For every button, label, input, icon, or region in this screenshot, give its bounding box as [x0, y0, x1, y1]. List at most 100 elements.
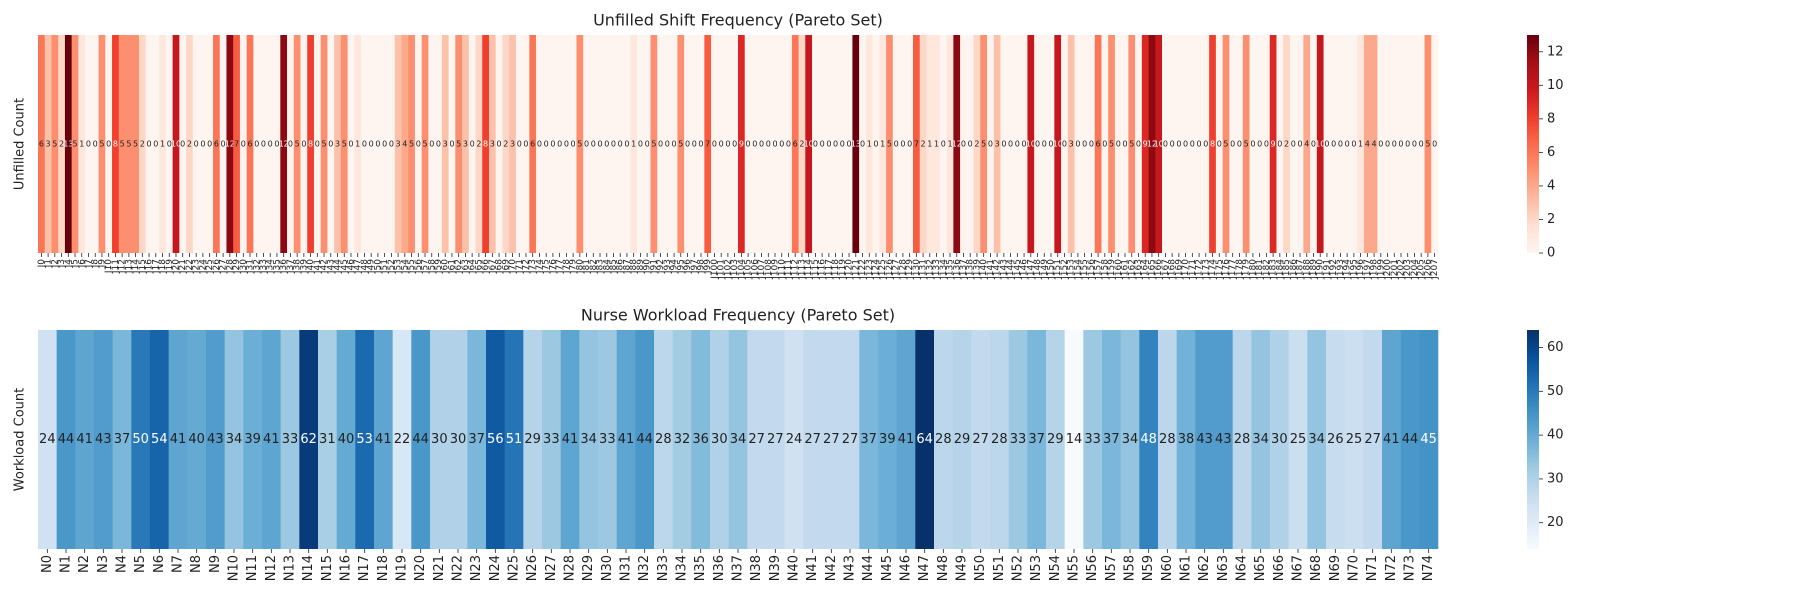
heatmap-cell: [635, 330, 655, 549]
x-tick-label: J58: [427, 259, 437, 274]
x-tick-label: J154: [1073, 259, 1083, 280]
colorbar-tick-label: 40: [1547, 428, 1564, 443]
x-tick-label: J92: [656, 259, 666, 274]
x-tick-label: J63: [461, 259, 471, 274]
colorbar-tick-label: 50: [1547, 384, 1564, 399]
cell-label: 0: [1385, 140, 1390, 149]
cell-label: 0: [153, 140, 158, 149]
heatmap-cell: [1316, 35, 1324, 253]
cell-label: 0: [1412, 140, 1417, 149]
cell-label: 0: [766, 140, 771, 149]
cell-label: 36: [692, 432, 709, 447]
heatmap-cell: [374, 35, 382, 253]
cell-label: 43: [95, 432, 112, 447]
cell-label: 5: [409, 140, 414, 149]
cell-label: 39: [244, 432, 261, 447]
heatmap-cell: [1176, 330, 1196, 549]
heatmap-cell: [1155, 35, 1163, 253]
x-tick-label: J88: [629, 259, 639, 274]
cell-label: 37: [114, 432, 131, 447]
cell-label: 22: [394, 432, 411, 447]
x-tick-label: J148: [1033, 259, 1043, 280]
cell-label: 41: [263, 432, 280, 447]
heatmap-cell: [1064, 330, 1084, 549]
heatmap-cell: [1101, 35, 1109, 253]
x-tick-label: N6: [152, 555, 167, 573]
x-tick-label: J203: [1403, 259, 1413, 280]
heatmap-cell: [165, 35, 173, 253]
x-tick-label: N44: [861, 555, 876, 581]
cell-label: 0: [274, 140, 279, 149]
x-tick-label: J167: [1161, 259, 1171, 280]
heatmap-cell: [1344, 330, 1364, 549]
colorbar-tick-label: 30: [1547, 471, 1564, 486]
x-tick-label: J23: [192, 259, 202, 274]
x-tick-label: J202: [1396, 259, 1406, 280]
x-tick-label: J151: [1053, 259, 1063, 280]
heatmap-cell: [318, 330, 337, 549]
x-tick-label: N19: [395, 555, 410, 581]
x-tick-label: J131: [919, 259, 929, 280]
x-tick-label: N67: [1291, 555, 1306, 581]
x-tick-label: J4: [64, 259, 74, 269]
heatmap-cell: [219, 35, 227, 253]
cell-label: 0: [564, 140, 569, 149]
x-tick-label: J82: [589, 259, 599, 274]
heatmap-cell: [495, 35, 503, 253]
cell-label: 2: [140, 140, 145, 149]
cell-label: 4: [1372, 140, 1377, 149]
x-tick-label: N15: [320, 555, 335, 581]
cell-label: 5: [120, 140, 125, 149]
x-tick-label: J197: [1363, 259, 1373, 280]
heatmap-cell: [1046, 330, 1065, 549]
cell-label: 1: [355, 140, 360, 149]
heatmap-cell: [1102, 330, 1121, 549]
cell-label: 0: [698, 140, 703, 149]
x-tick-label: J109: [771, 259, 781, 280]
x-tick-label: J78: [562, 259, 572, 274]
x-tick-label: J50: [373, 259, 383, 274]
cell-label: 25: [1290, 432, 1307, 447]
cell-label: 5: [422, 140, 427, 149]
cell-label: 3: [1069, 140, 1074, 149]
cell-label: 5: [577, 140, 582, 149]
cell-label: 10: [171, 140, 181, 149]
heatmap-cell: [1175, 35, 1183, 253]
colorbar-tick-label: 2: [1547, 212, 1555, 227]
heatmap-cell: [394, 35, 402, 253]
colorbar: [1527, 330, 1539, 549]
cell-label: 0: [772, 140, 777, 149]
x-tick-label: J41: [313, 259, 323, 274]
heatmap-cell: [233, 35, 241, 253]
heatmap-cell: [859, 330, 879, 549]
cell-label: 0: [591, 140, 596, 149]
heatmap-cell: [926, 35, 934, 253]
cell-label: 0: [180, 140, 185, 149]
heatmap-cell: [1202, 35, 1210, 253]
colorbar-tick-label: 0: [1547, 246, 1555, 261]
cell-label: 5: [133, 140, 138, 149]
x-tick-label: J144: [1006, 259, 1016, 280]
x-tick-label: N24: [488, 555, 503, 581]
x-tick-label: J128: [898, 259, 908, 280]
heatmap-cell: [672, 330, 692, 549]
heatmap-cell: [138, 35, 146, 253]
heatmap-cell: [1377, 35, 1385, 253]
x-tick-label: J184: [1275, 259, 1285, 280]
x-tick-label: N8: [189, 555, 204, 573]
heatmap-cell: [199, 35, 207, 253]
x-tick-label: J112: [791, 259, 801, 280]
heatmap-cell: [987, 35, 995, 253]
colorbar-tick-label: 8: [1547, 111, 1555, 126]
heatmap-cell: [246, 35, 254, 253]
cell-label: 24: [786, 432, 803, 447]
cell-label: 0: [268, 140, 273, 149]
heatmap-cell: [482, 35, 490, 253]
x-tick-label: J187: [1296, 259, 1306, 280]
heatmap-cell: [747, 330, 767, 549]
x-tick-label: J97: [690, 259, 700, 274]
heatmap-cell: [56, 330, 76, 549]
x-tick-label: J198: [1370, 259, 1380, 280]
heatmap-cell: [152, 35, 160, 253]
cell-label: 38: [1178, 432, 1195, 447]
